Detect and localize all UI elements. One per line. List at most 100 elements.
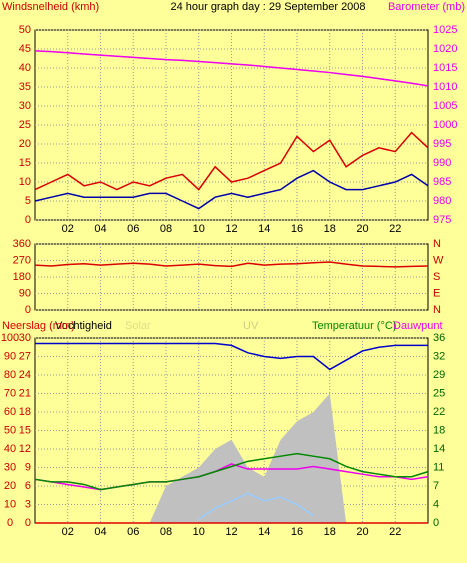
x-tick-label: 22	[389, 526, 401, 538]
x-tick-label: 10	[193, 223, 205, 235]
solar-area	[35, 393, 428, 523]
y-tick-label: 1020	[433, 43, 457, 55]
x-tick-label: 12	[225, 223, 237, 235]
y-tick-label: 40	[4, 443, 16, 455]
y-tick-label: 45	[19, 43, 31, 55]
y-tick-label: 1010	[433, 81, 457, 93]
y-tick-label: 985	[433, 176, 451, 188]
y-tick-label: 27	[19, 350, 31, 362]
x-tick-label: 06	[127, 526, 139, 538]
x-tick-label: 18	[324, 223, 336, 235]
x-tick-label: 20	[356, 223, 368, 235]
y-tick-label: 990	[433, 157, 451, 169]
x-tick-label: 22	[389, 223, 401, 235]
y-tick-label: 20	[19, 138, 31, 150]
series-line	[198, 492, 314, 520]
series-line	[34, 50, 429, 87]
series-line	[34, 131, 429, 191]
y-tick-label: 90	[19, 287, 31, 299]
y-tick-label: 22	[433, 406, 445, 418]
y-tick-label: 980	[433, 195, 451, 207]
chart-title: 24 hour graph day : 29 September 2008	[170, 1, 365, 13]
y-tick-label: 18	[433, 424, 445, 436]
x-tick-label: 02	[62, 526, 74, 538]
x-tick-label: 14	[258, 526, 270, 538]
legend-label: Neerslag (mm)	[2, 320, 75, 332]
legend-label: Solar	[125, 320, 151, 332]
y-tick-label: N	[433, 238, 441, 250]
y-tick-label: 30	[19, 332, 31, 344]
series-line	[35, 342, 428, 371]
y-tick-label: 15	[19, 424, 31, 436]
y-tick-label: 995	[433, 138, 451, 150]
y-tick-label: 10	[19, 176, 31, 188]
y-tick-label: 32	[433, 350, 445, 362]
y-tick-label: 80	[4, 369, 16, 381]
x-tick-label: 10	[193, 526, 205, 538]
y-tick-label: 50	[19, 24, 31, 36]
y-tick-label: 15	[19, 157, 31, 169]
y-tick-label: 4	[433, 498, 439, 510]
legend-label: Vochtigheid	[55, 320, 112, 332]
y-tick-label: N	[433, 304, 441, 316]
legend-label: Temperatuur (°C)	[312, 320, 396, 332]
x-tick-label: 20	[356, 526, 368, 538]
y-tick-label: 975	[433, 214, 451, 226]
y-tick-label: 90	[4, 350, 16, 362]
x-tick-label: 08	[160, 223, 172, 235]
y-tick-label: 18	[19, 406, 31, 418]
x-tick-label: 16	[291, 526, 303, 538]
y-tick-label: 0	[25, 304, 31, 316]
y-tick-label: 0	[7, 517, 13, 529]
y-tick-label: 30	[4, 461, 16, 473]
y-tick-label: 60	[4, 406, 16, 418]
barometer-label: Barometer (mb)	[388, 1, 465, 13]
x-tick-label: 04	[94, 223, 106, 235]
y-tick-label: 3	[25, 498, 31, 510]
y-tick-label: 21	[19, 387, 31, 399]
x-tick-label: 14	[258, 223, 270, 235]
y-tick-label: 5	[25, 195, 31, 207]
legend-label: UV	[243, 320, 259, 332]
y-tick-label: 0	[25, 517, 31, 529]
y-tick-label: 7	[433, 480, 439, 492]
y-tick-label: 1005	[433, 100, 457, 112]
y-tick-label: 180	[13, 271, 31, 283]
x-tick-label: 18	[324, 526, 336, 538]
y-tick-label: E	[433, 287, 440, 299]
x-tick-label: 08	[160, 526, 172, 538]
y-tick-label: 29	[433, 369, 445, 381]
y-tick-label: 12	[19, 443, 31, 455]
x-tick-label: 06	[127, 223, 139, 235]
series-line	[34, 169, 429, 210]
y-tick-label: 11	[433, 461, 444, 473]
y-tick-label: 1015	[433, 62, 457, 74]
legend-label: Dauwpunt	[393, 320, 443, 332]
y-tick-label: 10	[4, 498, 16, 510]
y-tick-label: 14	[433, 443, 445, 455]
y-tick-label: 9	[25, 461, 31, 473]
y-tick-label: 50	[4, 424, 16, 436]
y-tick-label: 100	[1, 332, 19, 344]
y-tick-label: W	[433, 254, 444, 266]
wind-label: Windsnelheid (kmh)	[2, 1, 99, 13]
y-tick-label: 6	[25, 480, 31, 492]
y-tick-label: 360	[13, 238, 31, 250]
y-tick-label: 25	[433, 387, 445, 399]
x-tick-label: 04	[94, 526, 106, 538]
y-tick-label: 25	[19, 119, 31, 131]
y-tick-label: 0	[25, 214, 31, 226]
plot-area	[34, 29, 429, 221]
series-line	[34, 261, 429, 268]
y-tick-label: S	[433, 271, 440, 283]
y-tick-label: 40	[19, 62, 31, 74]
y-tick-label: 1025	[433, 24, 457, 36]
x-tick-label: 12	[225, 526, 237, 538]
y-tick-label: 36	[433, 332, 445, 344]
y-tick-label: 35	[19, 81, 31, 93]
y-tick-label: 270	[13, 254, 31, 266]
y-tick-label: 20	[4, 480, 16, 492]
y-tick-label: 70	[4, 387, 16, 399]
y-tick-label: 30	[19, 100, 31, 112]
